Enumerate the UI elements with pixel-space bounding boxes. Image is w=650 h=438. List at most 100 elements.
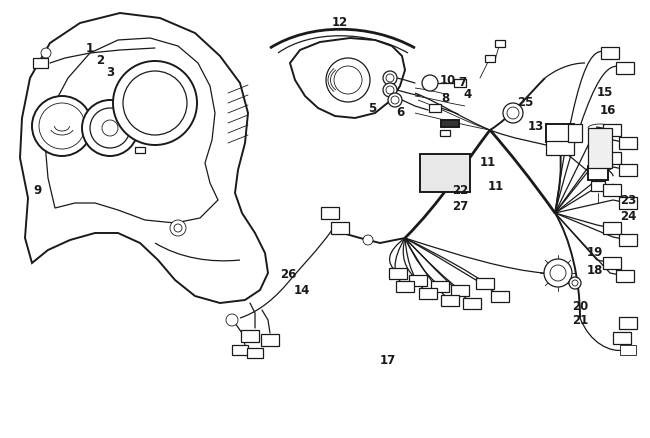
Text: 11: 11: [488, 180, 504, 192]
Circle shape: [113, 61, 197, 145]
FancyBboxPatch shape: [603, 257, 621, 269]
Circle shape: [386, 86, 394, 94]
Polygon shape: [45, 38, 218, 223]
Text: 27: 27: [452, 199, 468, 212]
Circle shape: [383, 83, 397, 97]
FancyBboxPatch shape: [603, 184, 621, 196]
FancyBboxPatch shape: [429, 104, 441, 112]
FancyBboxPatch shape: [601, 47, 619, 59]
FancyBboxPatch shape: [603, 152, 621, 164]
FancyBboxPatch shape: [546, 124, 574, 142]
FancyBboxPatch shape: [616, 62, 634, 74]
FancyBboxPatch shape: [568, 124, 582, 142]
Text: 4: 4: [464, 88, 472, 102]
Circle shape: [32, 96, 92, 156]
Text: 1: 1: [86, 42, 94, 54]
FancyBboxPatch shape: [440, 130, 450, 136]
Circle shape: [572, 280, 578, 286]
FancyBboxPatch shape: [619, 164, 637, 176]
FancyBboxPatch shape: [451, 285, 469, 296]
Circle shape: [383, 71, 397, 85]
Text: 21: 21: [572, 314, 588, 326]
Circle shape: [41, 48, 51, 58]
FancyBboxPatch shape: [420, 154, 470, 192]
Circle shape: [386, 74, 394, 82]
FancyBboxPatch shape: [603, 222, 621, 234]
FancyBboxPatch shape: [476, 278, 494, 289]
FancyBboxPatch shape: [135, 147, 145, 153]
Text: 9: 9: [34, 184, 42, 197]
FancyBboxPatch shape: [247, 348, 263, 358]
Text: 13: 13: [528, 120, 544, 133]
FancyBboxPatch shape: [546, 141, 574, 155]
FancyBboxPatch shape: [619, 317, 637, 329]
Text: 8: 8: [441, 92, 449, 105]
Circle shape: [90, 108, 130, 148]
FancyBboxPatch shape: [331, 222, 349, 234]
FancyBboxPatch shape: [619, 197, 637, 209]
FancyBboxPatch shape: [619, 137, 637, 149]
Text: 6: 6: [396, 106, 404, 120]
FancyBboxPatch shape: [431, 280, 449, 292]
Text: 23: 23: [620, 194, 636, 206]
Circle shape: [391, 96, 399, 104]
FancyBboxPatch shape: [441, 294, 459, 305]
Circle shape: [226, 314, 238, 326]
FancyBboxPatch shape: [463, 297, 481, 308]
Text: 3: 3: [106, 66, 114, 78]
FancyBboxPatch shape: [389, 268, 407, 279]
Text: 11: 11: [480, 156, 496, 170]
Text: 26: 26: [280, 268, 296, 282]
Circle shape: [82, 100, 138, 156]
FancyBboxPatch shape: [396, 280, 414, 292]
Circle shape: [550, 265, 566, 281]
FancyBboxPatch shape: [588, 166, 608, 180]
Text: 25: 25: [517, 96, 533, 110]
Circle shape: [170, 220, 186, 236]
FancyBboxPatch shape: [441, 120, 459, 127]
Circle shape: [422, 75, 438, 91]
Circle shape: [123, 71, 187, 135]
Text: 20: 20: [572, 300, 588, 312]
Circle shape: [174, 224, 182, 232]
Text: 5: 5: [368, 102, 376, 114]
Circle shape: [507, 107, 519, 119]
FancyBboxPatch shape: [32, 58, 47, 68]
Text: 19: 19: [587, 247, 603, 259]
FancyBboxPatch shape: [261, 334, 279, 346]
FancyBboxPatch shape: [619, 234, 637, 246]
Text: 12: 12: [332, 17, 348, 29]
FancyBboxPatch shape: [419, 287, 437, 299]
Text: 18: 18: [587, 264, 603, 276]
Circle shape: [326, 58, 370, 102]
FancyBboxPatch shape: [454, 79, 466, 87]
Circle shape: [569, 277, 581, 289]
FancyBboxPatch shape: [603, 124, 621, 136]
Polygon shape: [290, 38, 405, 118]
Text: 7: 7: [458, 77, 466, 89]
Circle shape: [102, 120, 118, 136]
Text: 15: 15: [597, 86, 613, 99]
Circle shape: [388, 93, 402, 107]
FancyBboxPatch shape: [616, 270, 634, 282]
Text: 17: 17: [380, 353, 396, 367]
Text: 16: 16: [600, 103, 616, 117]
Circle shape: [544, 259, 572, 287]
FancyBboxPatch shape: [613, 332, 631, 344]
FancyBboxPatch shape: [485, 54, 495, 61]
FancyBboxPatch shape: [232, 345, 248, 355]
Polygon shape: [20, 13, 268, 303]
FancyBboxPatch shape: [491, 290, 509, 301]
Text: 24: 24: [620, 209, 636, 223]
Text: 2: 2: [96, 53, 104, 67]
Circle shape: [334, 66, 362, 94]
Circle shape: [363, 235, 373, 245]
Text: 14: 14: [294, 283, 310, 297]
FancyBboxPatch shape: [409, 275, 427, 286]
FancyBboxPatch shape: [321, 207, 339, 219]
Text: 22: 22: [452, 184, 468, 197]
Circle shape: [503, 103, 523, 123]
FancyBboxPatch shape: [588, 128, 612, 168]
Circle shape: [39, 103, 85, 149]
FancyBboxPatch shape: [241, 330, 259, 342]
